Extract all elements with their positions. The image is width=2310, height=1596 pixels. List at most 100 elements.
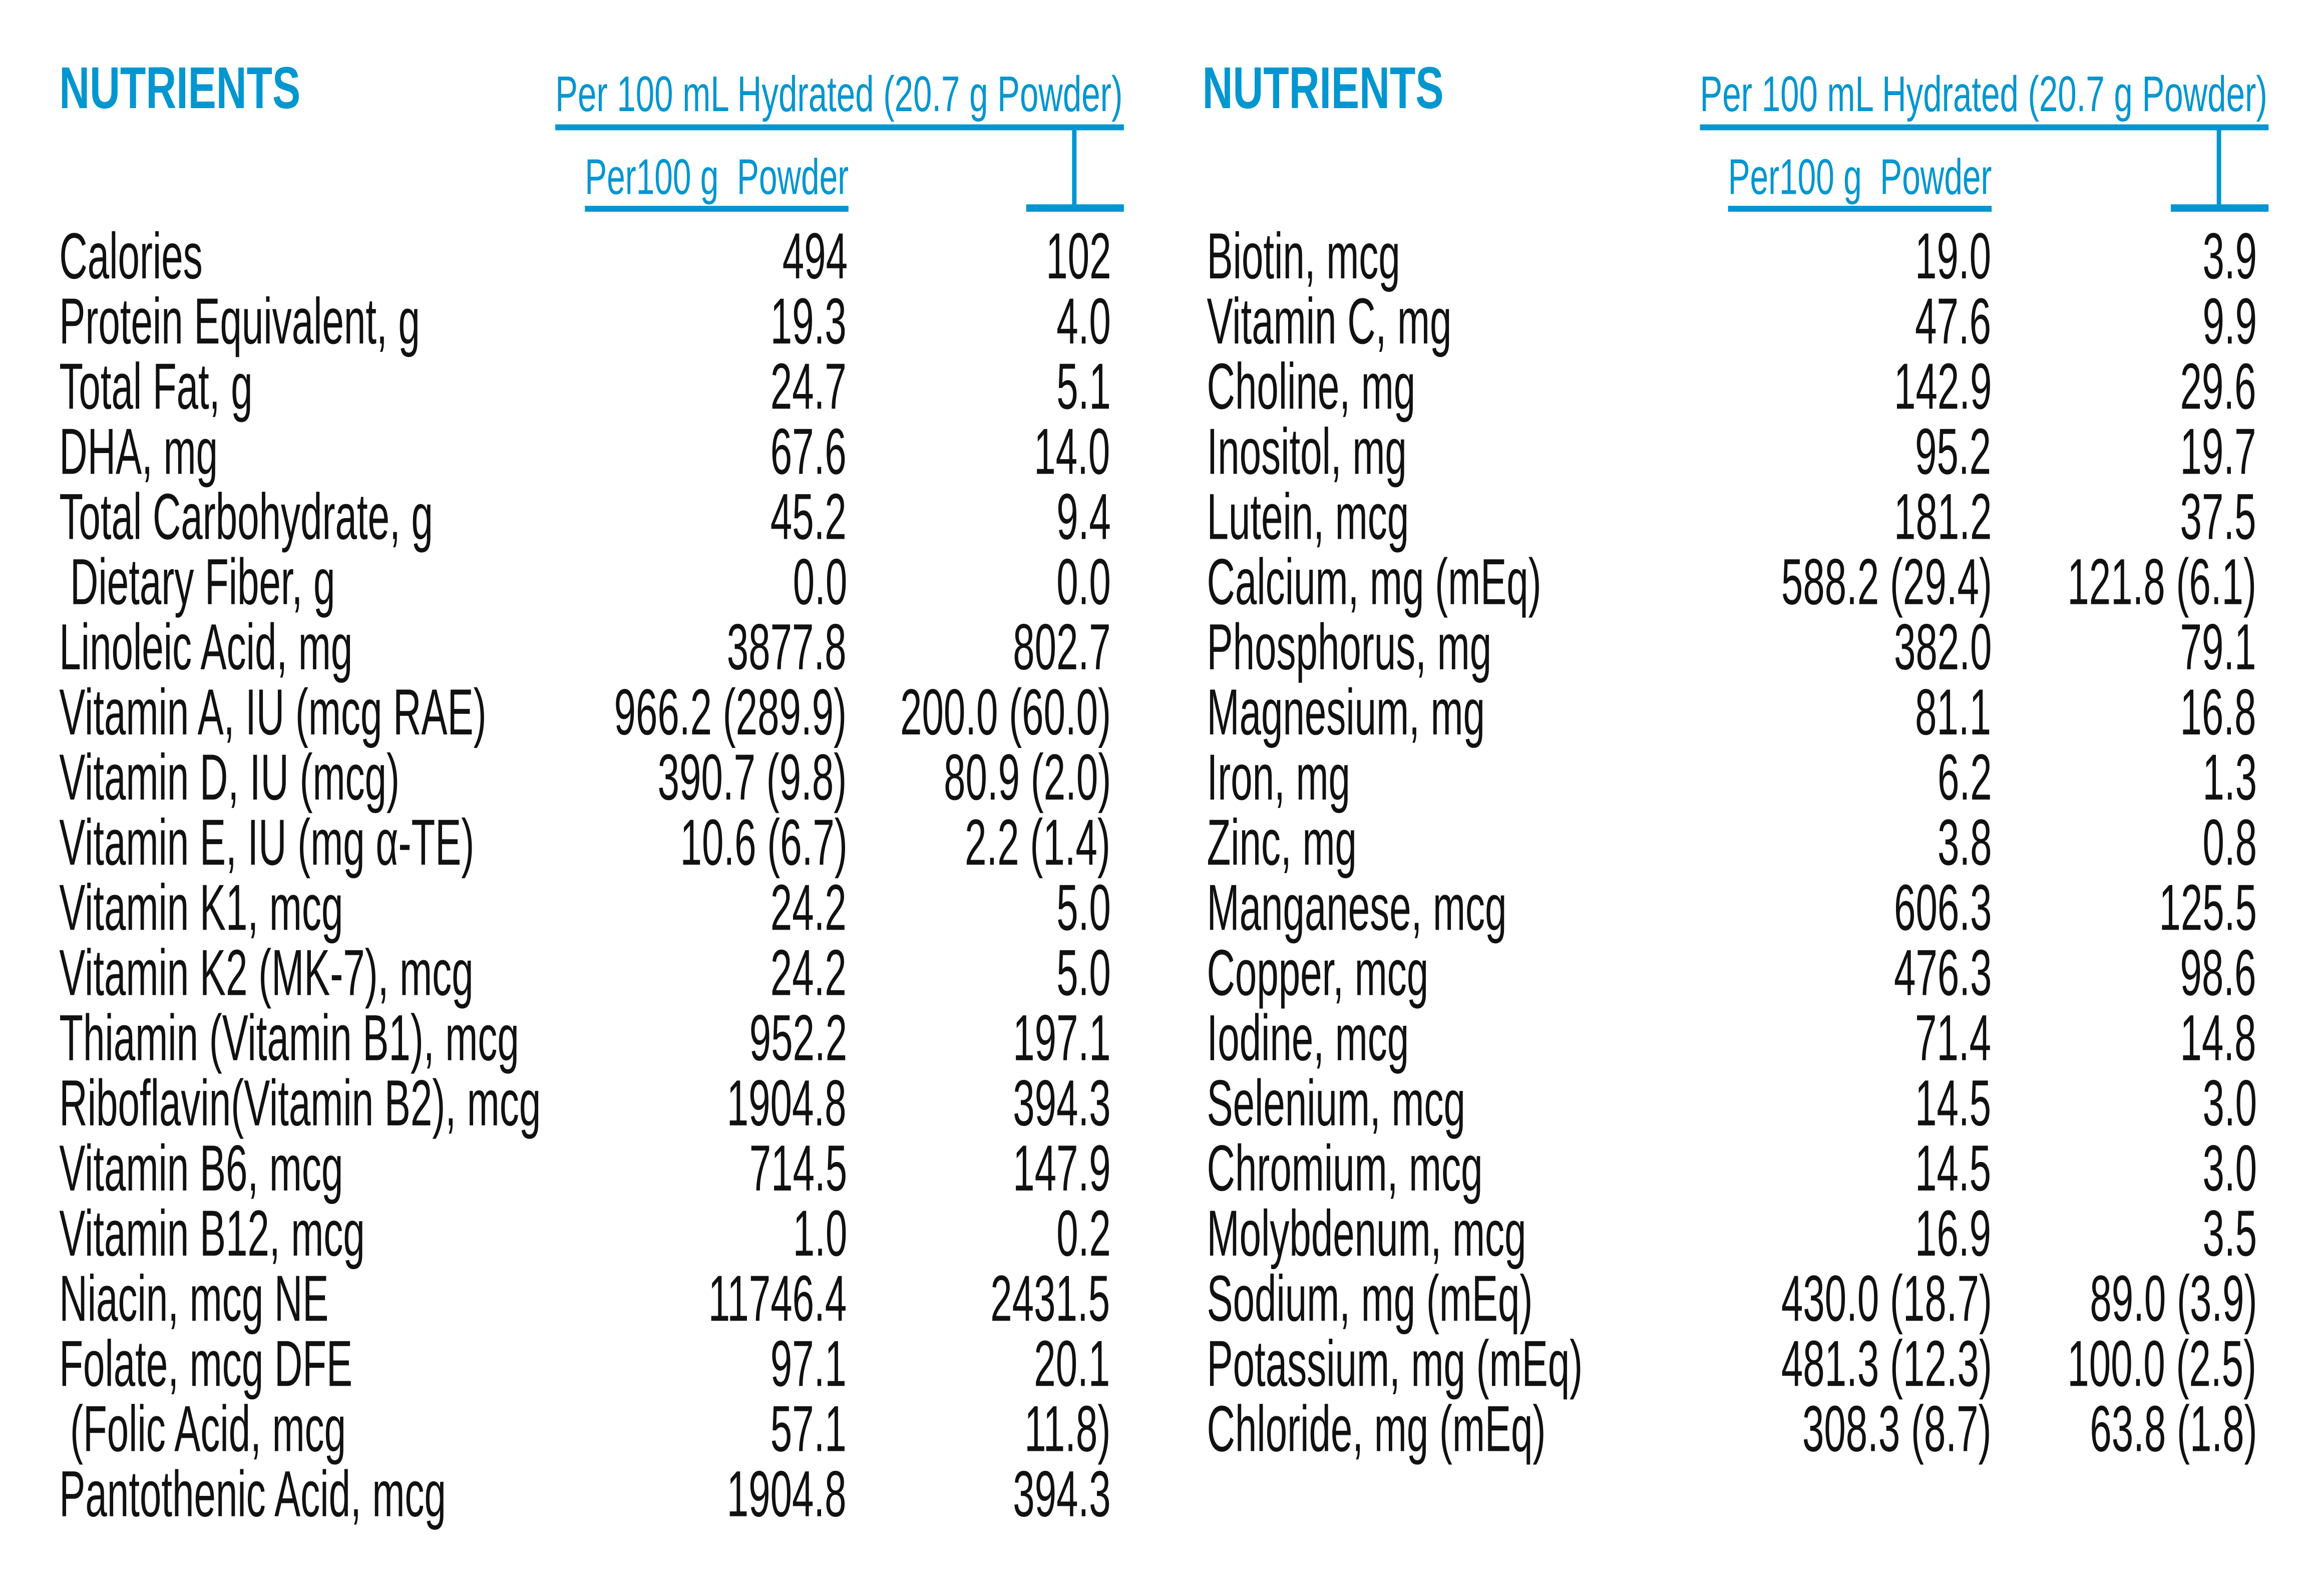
per-100ml-hydrated-value: 0.8 (2166, 811, 2257, 877)
per-100g-powder-value-text: 47.6 (1915, 285, 1992, 358)
per-100ml-hydrated-value: 98.6 (2130, 941, 2257, 1007)
per-100g-powder-value-text: 308.3 (8.7) (1802, 1393, 1992, 1466)
nutrient-name: Vitamin B12, mcg (59, 1202, 568, 1268)
right-nutrients-heading: NUTRIENTS (1202, 56, 1444, 122)
nutrient-name-text: Choline, mg (1207, 350, 1416, 424)
per-100ml-hydrated-value-text: 19.7 (2180, 416, 2257, 489)
nutrient-name-text: Vitamin K2 (MK-7), mcg (59, 937, 474, 1010)
per-100ml-hydrated-value: 80.9 (2.0) (832, 741, 1111, 815)
nutrient-name: DHA, mg (59, 420, 323, 486)
per-100g-powder-value-text: 16.9 (1915, 1198, 1992, 1271)
per-100g-powder-value-text: 19.0 (1915, 220, 1992, 293)
nutrient-name-text: Total Carbohydrate, g (59, 481, 433, 554)
per-100g-powder-value: 24.7 (720, 354, 847, 421)
nutrient-name: Vitamin A, IU (mcg RAE) (59, 680, 771, 746)
per-100g-powder-value: 382.0 (1828, 615, 1992, 681)
per-100ml-hydrated-value-text: 125.5 (2159, 872, 2257, 945)
nutrient-name: Magnesium, mg (1207, 676, 1671, 749)
nutrient-name: Vitamin E, IU (mg α-TE) (59, 807, 751, 880)
per-100ml-hydrated-value: 125.5 (2094, 872, 2257, 945)
per-100ml-hydrated-value: 20.1 (984, 1332, 1110, 1398)
per-100g-powder-value: 1904.8 (648, 1458, 847, 1531)
per-100g-powder-value: 390.7 (9.8) (532, 741, 847, 815)
nutrient-name-text: Inositol, mg (1207, 416, 1407, 489)
per-100g-powder-value-text: 19.3 (771, 285, 847, 358)
nutrient-name-text: Molybdenum, mcg (1207, 1198, 1526, 1271)
nutrient-name-text: Sodium, mg (mEq) (1207, 1263, 1533, 1336)
per-100ml-hydrated-value-text: 4.0 (1056, 285, 1111, 358)
per-100ml-hydrated-value-text: 200.0 (60.0) (900, 676, 1111, 749)
right-powder-header-wrap: Per100 g Powder (1728, 151, 2131, 204)
left-hydrated-header: Per 100 mL Hydrated (20.7 g Powder) (555, 67, 1123, 123)
per-100ml-hydrated-value: 79.1 (2130, 615, 2257, 681)
per-100g-powder-value-text: 1.0 (793, 1198, 847, 1271)
right-hydrated-underline (1700, 124, 2269, 131)
per-100g-powder-value: 714.5 (684, 1132, 847, 1206)
per-100ml-hydrated-value: 5.1 (1020, 354, 1111, 421)
per-100ml-hydrated-value-text: 11.8) (1024, 1393, 1111, 1466)
nutrient-name-text: Magnesium, mg (1207, 676, 1485, 749)
nutrient-name-text: Protein Equivalent, g (59, 285, 420, 358)
per-100ml-hydrated-value-text: 80.9 (2.0) (943, 741, 1111, 815)
per-100ml-hydrated-value-text: 1.3 (2202, 741, 2257, 815)
per-100g-powder-value-text: 3.8 (1937, 807, 1992, 880)
per-100ml-hydrated-value-text: 29.6 (2180, 350, 2257, 424)
per-100g-powder-value: 1.0 (756, 1198, 847, 1271)
per-100ml-hydrated-value: 4.0 (1020, 285, 1111, 358)
nutrient-name-text: Iron, mg (1207, 741, 1350, 815)
per-100g-powder-value: 142.9 (1828, 354, 1992, 421)
right-title-wrap: NUTRIENTS (1203, 59, 1542, 118)
nutrient-name: Niacin, mcg NE (59, 1267, 508, 1333)
nutrient-name: Vitamin C, mg (1207, 289, 1615, 355)
per-100ml-hydrated-value: 11.8) (967, 1393, 1111, 1466)
per-100ml-hydrated-value-text: 2431.5 (991, 1263, 1111, 1336)
nutrient-name-text: Chloride, mg (mEq) (1207, 1393, 1546, 1466)
left-hydrated-header-wrap: Per 100 mL Hydrated (20.7 g Powder) (555, 68, 1404, 121)
nutrient-name: Lutein, mcg (1207, 481, 1544, 554)
per-100g-powder-value-text: 57.1 (771, 1393, 847, 1466)
left-hydrated-connector (1072, 127, 1077, 208)
per-100ml-hydrated-value-text: 5.0 (1056, 937, 1111, 1010)
per-100ml-hydrated-value: 29.6 (2130, 350, 2257, 424)
per-100ml-hydrated-value-text: 802.7 (1012, 611, 1111, 684)
nutrient-name-text: Vitamin D, IU (mcg) (59, 741, 400, 815)
per-100ml-hydrated-value: 89.0 (3.9) (1978, 1267, 2256, 1333)
per-100ml-hydrated-value: 63.8 (1.8) (1978, 1393, 2257, 1466)
nutrient-name: Total Fat, g (59, 354, 381, 421)
per-100g-powder-value-text: 6.2 (1937, 741, 1992, 815)
per-100ml-hydrated-value: 3.5 (2166, 1202, 2257, 1268)
per-100ml-hydrated-value: 802.7 (948, 611, 1111, 684)
per-100ml-hydrated-value: 2.2 (1.4) (868, 811, 1110, 877)
per-100ml-hydrated-value: 394.3 (948, 1071, 1110, 1137)
per-100ml-hydrated-value-text: 3.0 (2202, 1132, 2257, 1206)
right-hydrated-column-bar (2170, 204, 2269, 212)
per-100ml-hydrated-value: 3.0 (2166, 1132, 2257, 1206)
per-100g-powder-value: 24.2 (720, 876, 847, 942)
per-100ml-hydrated-value: 100.0 (2.5) (1942, 1332, 2257, 1398)
per-100ml-hydrated-value-text: 102 (1045, 220, 1111, 293)
per-100g-powder-value: 588.2 (29.4) (1640, 550, 1992, 616)
nutrient-name: Potassium, mg (mEq) (1207, 1332, 1833, 1398)
nutrient-name-text: Selenium, mcg (1207, 1067, 1465, 1140)
per-100g-powder-value: 308.3 (8.7) (1677, 1393, 1992, 1466)
nutrient-name: Iron, mg (1207, 741, 1446, 815)
right-hydrated-header: Per 100 mL Hydrated (20.7 g Powder) (1700, 67, 2267, 123)
nutrient-name-text: Linoleic Acid, mg (59, 611, 353, 684)
nutrient-name: Iodine, mcg (1207, 1006, 1544, 1072)
per-100g-powder-value-text: 10.6 (6.7) (679, 807, 847, 880)
nutrient-name-text: Lutein, mcg (1207, 481, 1409, 554)
per-100ml-hydrated-value: 9.9 (2166, 289, 2257, 355)
nutrient-name-text: Vitamin E, IU (mg α-TE) (59, 807, 475, 880)
per-100ml-hydrated-value-text: 394.3 (1012, 1458, 1111, 1531)
per-100g-powder-value: 3.8 (1901, 807, 1992, 880)
nutrient-name: Total Carbohydrate, g (59, 481, 682, 554)
per-100g-powder-value-text: 1904.8 (727, 1458, 847, 1531)
per-100ml-hydrated-value-text: 63.8 (1.8) (2089, 1393, 2257, 1466)
left-powder-underline (585, 206, 849, 212)
per-100g-powder-value-text: 390.7 (9.8) (658, 741, 847, 815)
nutrient-name-text: Chromium, mcg (1207, 1132, 1483, 1206)
nutrient-name-text: Phosphorus, mg (1207, 611, 1492, 684)
per-100ml-hydrated-value-text: 37.5 (2180, 481, 2257, 554)
nutrient-name: Folate, mcg DFE (59, 1332, 548, 1398)
per-100g-powder-value-text: 714.5 (749, 1132, 847, 1206)
